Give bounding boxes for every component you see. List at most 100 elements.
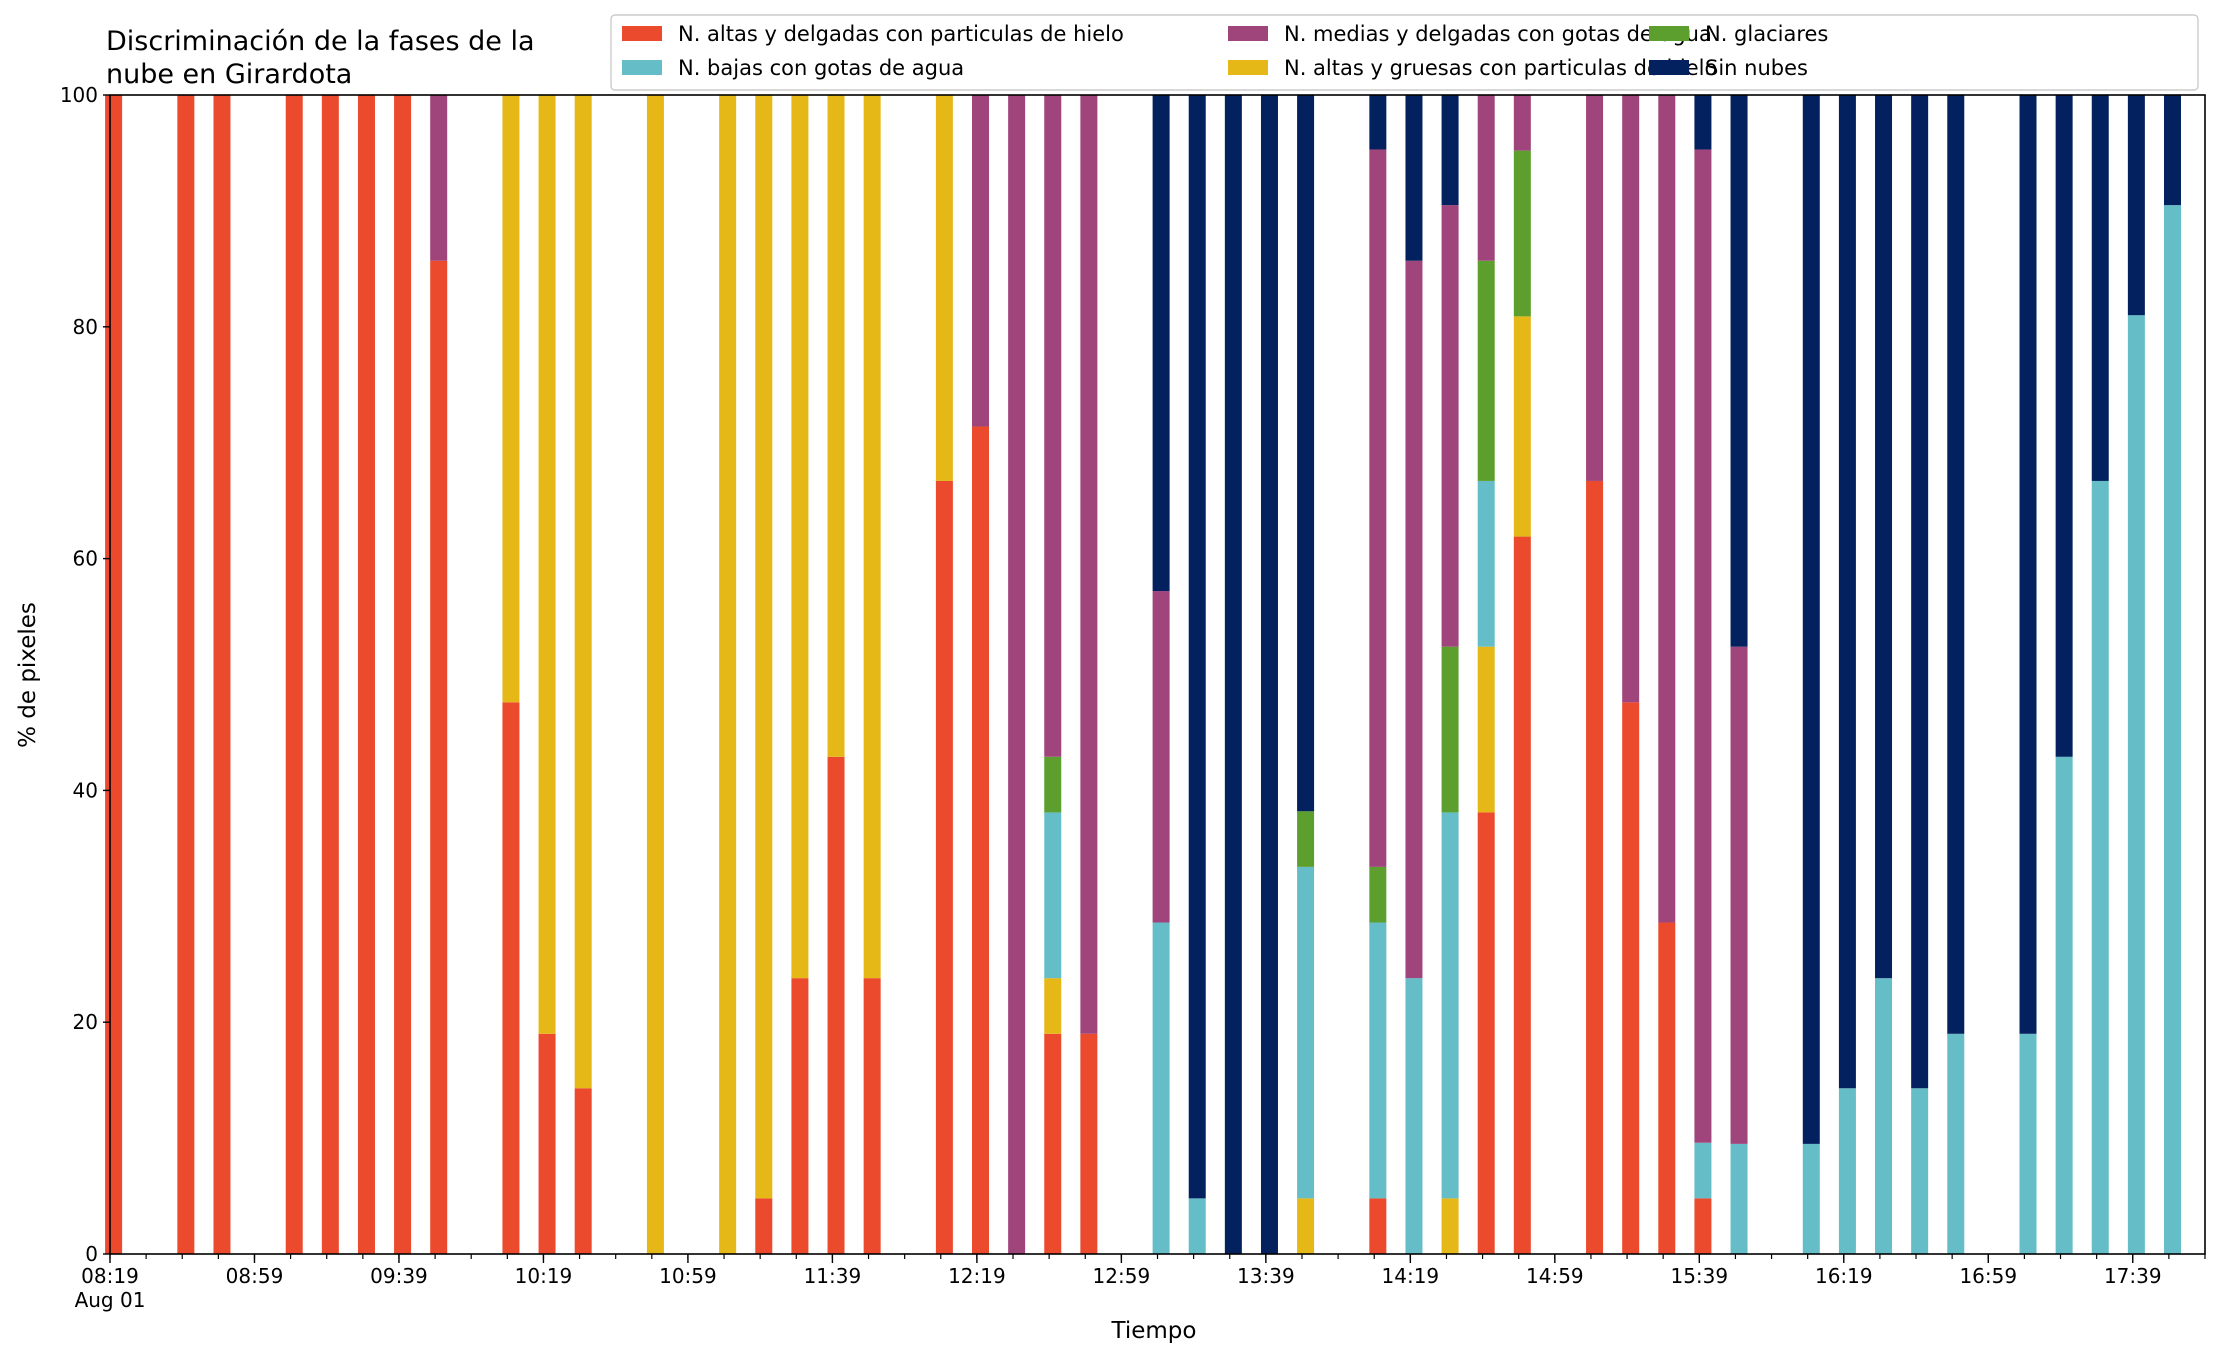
bar-segment: [1694, 1142, 1712, 1199]
bar-stack: [719, 95, 737, 1254]
bar-segment: [1730, 95, 1748, 647]
bar-stack: [2163, 95, 2181, 1255]
bar-segment: [1441, 1198, 1459, 1254]
bar-segment: [1369, 95, 1387, 150]
bar-segment: [1297, 1198, 1315, 1254]
bar-stack: [1080, 95, 1098, 1254]
bar-stack: [1947, 95, 1965, 1254]
bar-stack: [1622, 95, 1640, 1254]
x-tick-label: 16:59: [1959, 1264, 2017, 1288]
bar-segment: [1838, 95, 1856, 1089]
bar-segment: [791, 95, 809, 979]
bar-stack: [394, 95, 412, 1254]
bar-stack: [972, 95, 990, 1255]
bar-segment: [1369, 1198, 1387, 1254]
chart-title-line-2: nube en Girardota: [106, 59, 352, 90]
bar-segment: [357, 95, 375, 1254]
y-tick-label: 0: [85, 1242, 98, 1266]
legend-swatch: [1649, 60, 1689, 75]
bar-segment: [755, 95, 773, 1199]
x-axis: 08:19 08:59 09:39 10:19 10:59 11:39 12:19 12:59…: [75, 1254, 2206, 1312]
bar-stack: [1369, 95, 1387, 1254]
bar-segment: [646, 95, 664, 1254]
bar-segment: [755, 1198, 773, 1254]
bar-segment: [2091, 480, 2109, 1254]
bar-segment: [1405, 978, 1423, 1254]
bar-segment: [2055, 95, 2073, 757]
x-tick-label: 08:19: [81, 1264, 139, 1288]
bar-segment: [1152, 95, 1170, 592]
bar-stack: [177, 95, 195, 1254]
bar-segment: [2091, 95, 2109, 481]
bar-segment: [1477, 95, 1495, 261]
bar-segment: [1441, 812, 1459, 1199]
bar-segment: [1080, 1033, 1098, 1254]
bar-segment: [574, 1088, 592, 1254]
bar-stack: [1875, 95, 1893, 1254]
bar-segment: [394, 95, 412, 1254]
bar-stack: [1911, 95, 1929, 1254]
legend-frame: [610, 14, 2199, 91]
bar-segment: [1513, 536, 1531, 1254]
bar-segment: [2127, 315, 2145, 1255]
bar-segment: [1802, 1143, 1820, 1254]
bar-segment: [1513, 150, 1531, 317]
legend-swatch: [1228, 60, 1268, 75]
bar-stack: [2091, 95, 2109, 1254]
bar-segment: [1875, 95, 1893, 979]
bar-stack: [646, 95, 664, 1254]
bar-segment: [827, 95, 845, 757]
bar-segment: [538, 1033, 556, 1254]
x-tick-label: 08:59: [226, 1264, 284, 1288]
bar-segment: [1441, 646, 1459, 813]
legend-swatch: [1649, 26, 1689, 41]
x-tick-label: 14:19: [1382, 1264, 1440, 1288]
bar-stack: [1260, 95, 1278, 1254]
bar-segment: [1080, 95, 1098, 1034]
bar-segment: [1694, 95, 1712, 150]
bar-stack: [538, 95, 556, 1254]
bar-segment: [2055, 756, 2073, 1254]
bar-stack: [1513, 95, 1531, 1254]
bar-segment: [1586, 95, 1604, 481]
legend-items: N. altas y delgadas con particulas de hi…: [622, 22, 1828, 80]
bar-segment: [972, 426, 990, 1255]
bar-stack: [1477, 95, 1495, 1254]
bar-segment: [1297, 95, 1315, 812]
bar-stack: [2019, 95, 2037, 1254]
bar-stack: [1730, 95, 1748, 1254]
bar-segment: [1405, 260, 1423, 979]
x-tick-label: 13:39: [1237, 1264, 1295, 1288]
bar-segment: [935, 95, 953, 481]
bar-segment: [1369, 149, 1387, 867]
bar-segment: [1369, 922, 1387, 1199]
bar-segment: [1044, 812, 1062, 979]
bar-stack: [827, 95, 845, 1254]
bar-segment: [1477, 646, 1495, 813]
bar-segment: [1622, 702, 1640, 1254]
bar-segment: [1694, 1198, 1712, 1254]
bar-segment: [1947, 1033, 1965, 1254]
bar-segment: [935, 480, 953, 1254]
bar-segment: [1188, 1198, 1206, 1254]
x-tick-label: 12:19: [948, 1264, 1006, 1288]
bar-segment: [1044, 978, 1062, 1034]
bars-layer: [105, 95, 2181, 1255]
bar-segment: [791, 978, 809, 1254]
bar-segment: [1802, 95, 1820, 1144]
bar-segment: [1838, 1088, 1856, 1254]
bar-stack: [1441, 95, 1459, 1254]
bar-segment: [1441, 205, 1459, 647]
bar-segment: [177, 95, 195, 1254]
bar-segment: [1224, 95, 1242, 1254]
bar-segment: [1260, 95, 1278, 1254]
legend-swatch: [622, 26, 662, 41]
bar-stack: [574, 95, 592, 1254]
bar-stack: [2055, 95, 2073, 1254]
bar-stack: [502, 95, 520, 1254]
bar-segment: [972, 95, 990, 427]
legend-item: N. altas y delgadas con particulas de hi…: [622, 22, 1124, 46]
bar-segment: [430, 95, 448, 261]
bar-stack: [430, 95, 448, 1254]
bar-segment: [538, 95, 556, 1034]
